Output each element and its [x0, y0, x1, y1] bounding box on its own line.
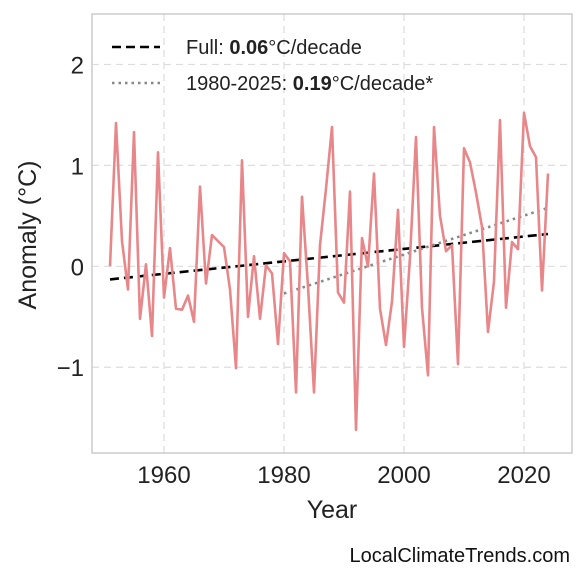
source-credit: LocalClimateTrends.com: [349, 545, 570, 567]
y-tick-label: −1: [57, 355, 84, 382]
recent-trend-line: [283, 206, 549, 295]
tick-labels: 1960 1980 2000 2020 −1 0 1 2: [57, 52, 551, 489]
y-axis-label: Anomaly (°C): [14, 161, 42, 310]
x-tick-label: 1980: [257, 462, 310, 489]
x-tick-label: 2020: [497, 462, 550, 489]
legend-label-full: Full: 0.06°C/decade: [186, 37, 362, 59]
legend-label-1980-2025: 1980-2025: 0.19°C/decade*: [186, 73, 433, 95]
y-tick-label: 1: [71, 153, 84, 180]
y-tick-label: 2: [71, 52, 84, 79]
x-axis-label: Year: [307, 496, 358, 524]
anomaly-line: [108, 111, 550, 432]
x-tick-label: 2000: [377, 462, 430, 489]
y-tick-label: 0: [71, 254, 84, 281]
legend: Full: 0.06°C/decade 1980-2025: 0.19°C/de…: [112, 37, 433, 95]
trend-lines: [109, 206, 549, 295]
plot-frame: [91, 13, 573, 454]
anomaly-series: [108, 111, 550, 432]
x-tick-label: 1960: [137, 462, 190, 489]
full-trend-line: [109, 232, 549, 281]
grid: [92, 14, 572, 453]
